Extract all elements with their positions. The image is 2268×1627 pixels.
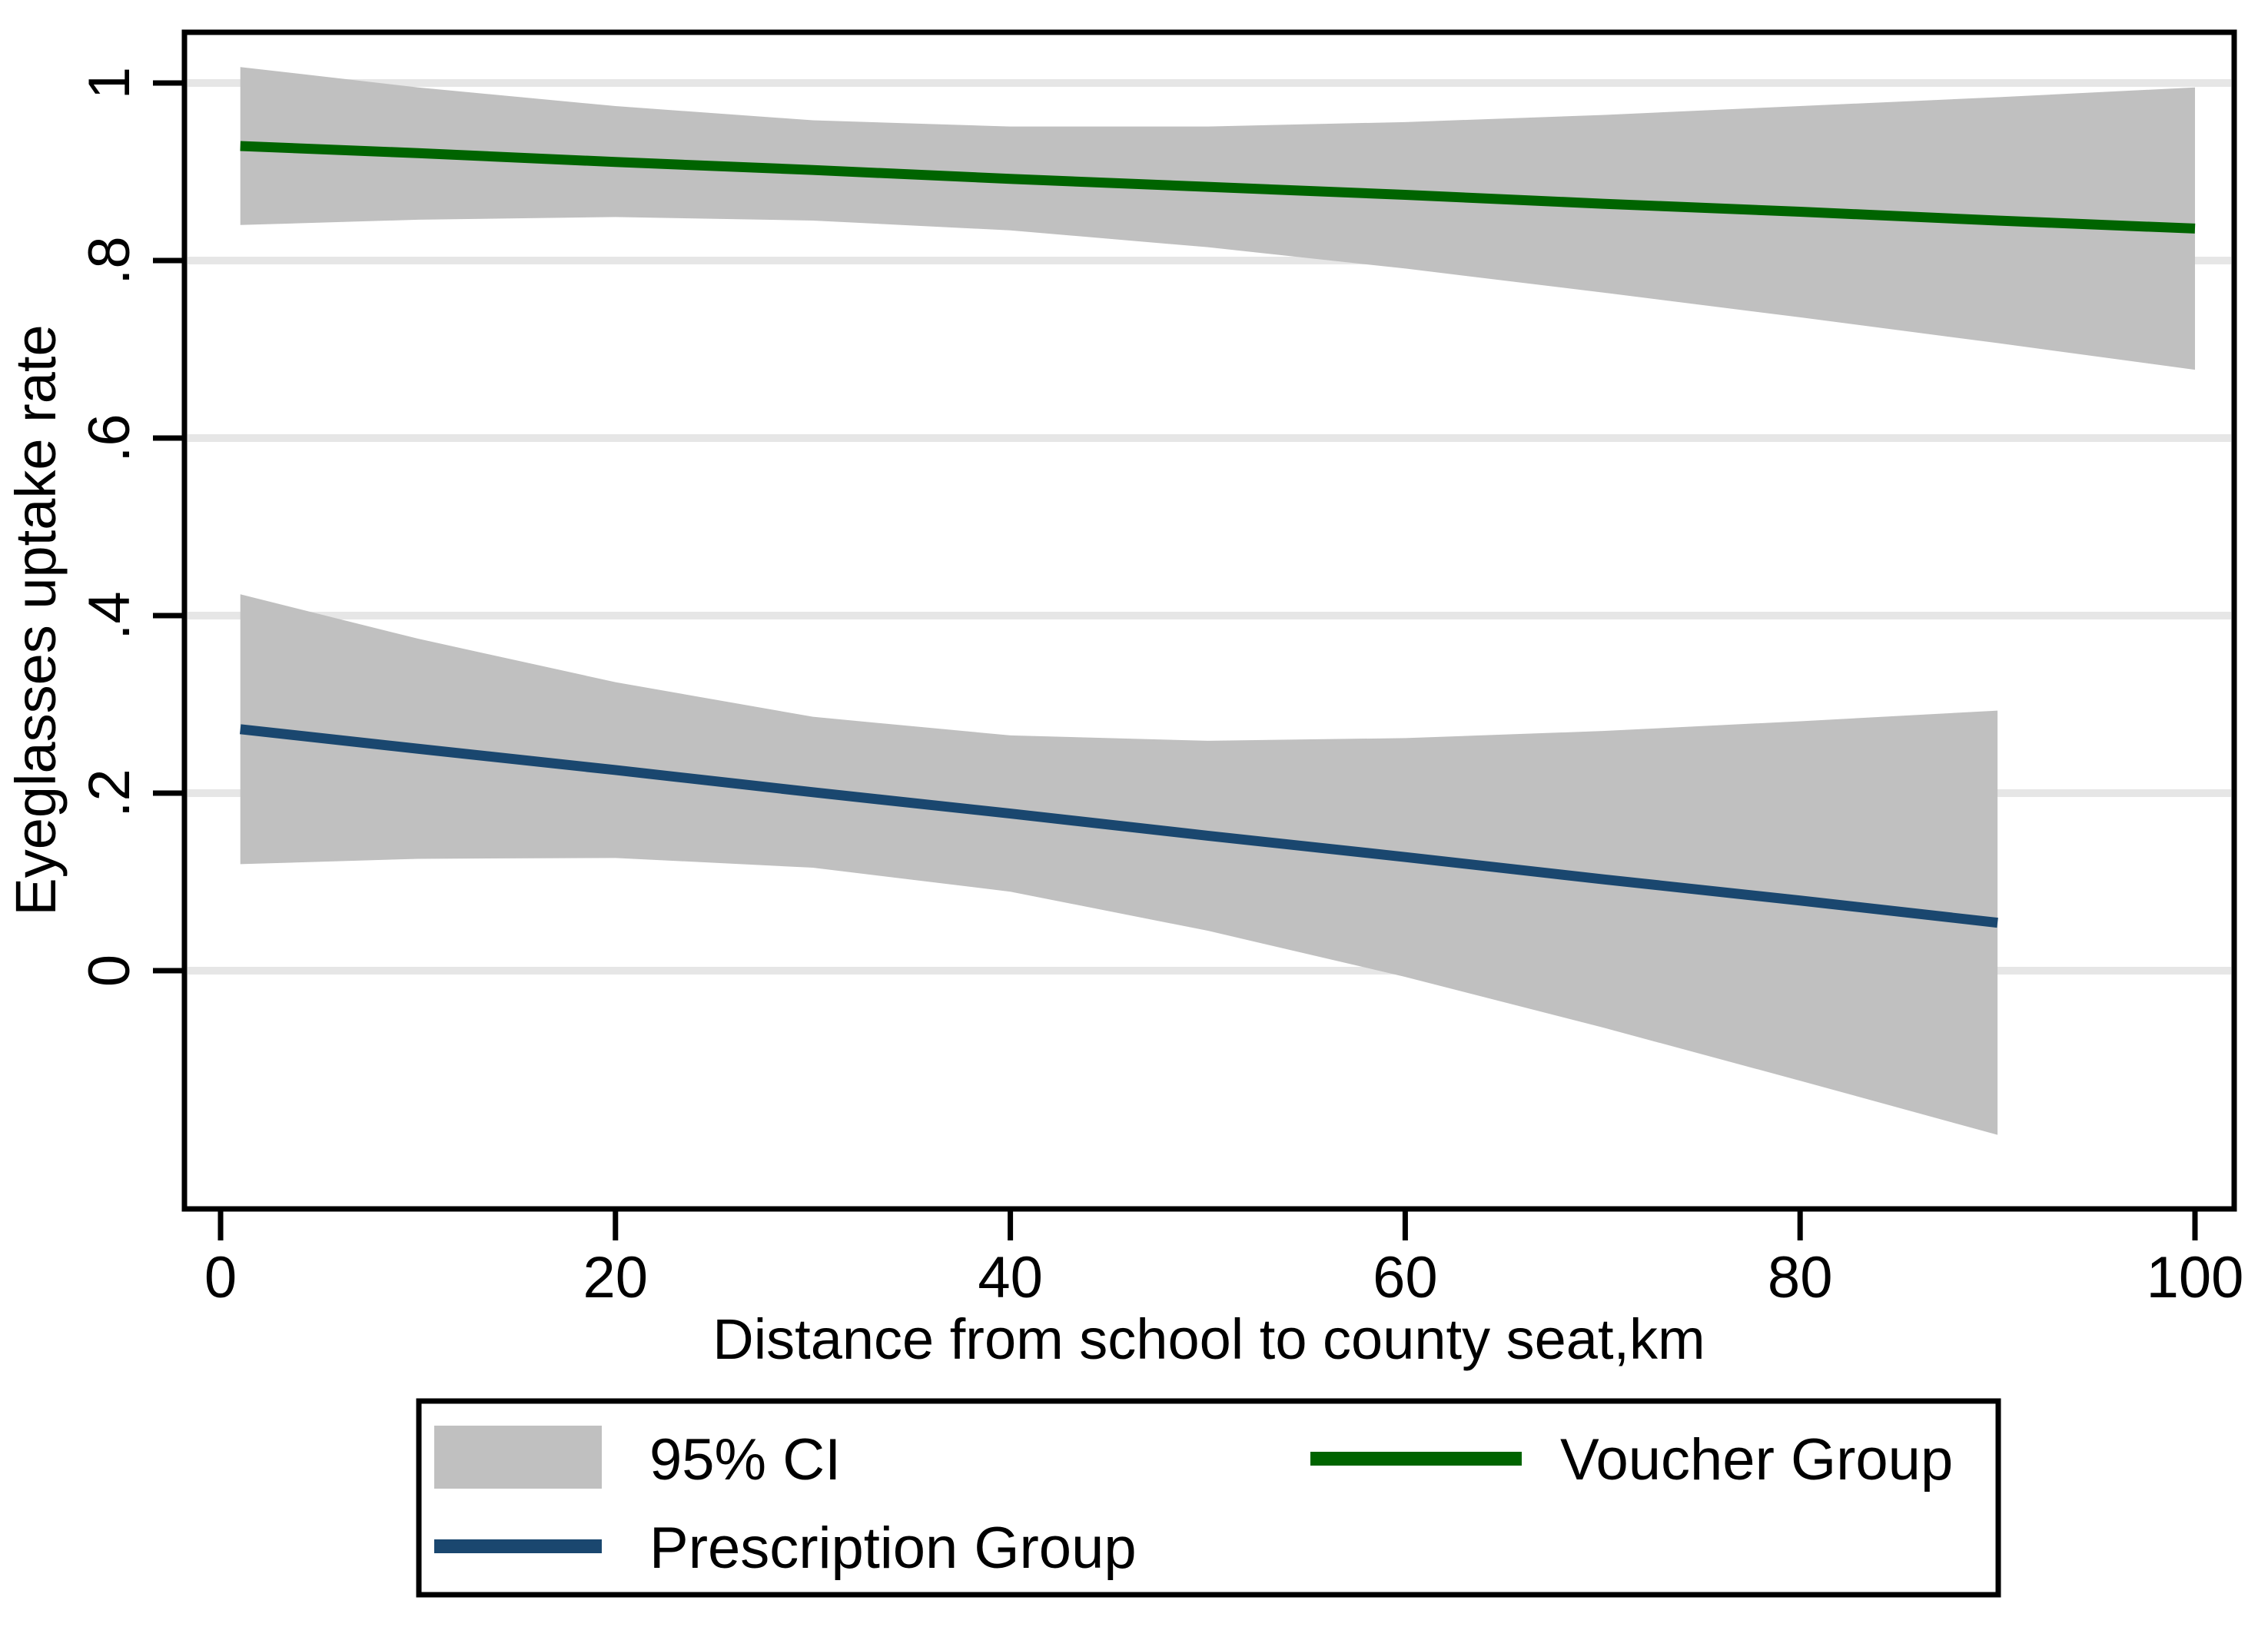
x-tick-label-20: 20: [583, 1245, 649, 1310]
y-tick-label-0: 0: [77, 955, 142, 987]
x-tick-label-100: 100: [2147, 1245, 2244, 1310]
legend-ci-swatch: [434, 1426, 602, 1489]
x-tick-label-40: 40: [978, 1245, 1043, 1310]
legend-prescription-label: Prescription Group: [649, 1516, 1137, 1581]
y-tick-label-0.2: .2: [77, 769, 142, 817]
x-tick-label-80: 80: [1768, 1245, 1833, 1310]
legend-ci-label: 95% CI: [649, 1427, 841, 1493]
series-line-0: [240, 141, 2196, 234]
series-line-1: [239, 724, 1998, 928]
y-tick-label-0.4: .4: [77, 591, 142, 639]
y-axis-title: Eyeglasses uptake rate: [4, 324, 68, 915]
x-axis-title: Distance from school to county seat,km: [712, 1307, 1705, 1371]
y-axis-ticks: 0 .2 .4 .6 .8 1: [77, 67, 182, 987]
x-tick-label-0: 0: [204, 1245, 237, 1310]
series-lines: [239, 141, 2196, 928]
x-axis-ticks: 0 20 40 60 80 100: [204, 1211, 2244, 1310]
plot-frame: [181, 29, 2237, 1212]
y-tick-label-0.6: .6: [77, 413, 142, 462]
ci-bands: [240, 67, 2196, 1135]
legend: 95% CI Voucher Group Prescription Group: [416, 1398, 2001, 1598]
ci-band-0: [240, 67, 2196, 370]
x-tick-label-60: 60: [1373, 1245, 1438, 1310]
legend-border: [416, 1398, 2001, 1598]
legend-voucher-label: Voucher Group: [1560, 1427, 1953, 1493]
y-tick-label-1: 1: [77, 67, 142, 99]
y-tick-label-0.8: .8: [77, 236, 142, 284]
ci-band-1: [240, 594, 1998, 1135]
